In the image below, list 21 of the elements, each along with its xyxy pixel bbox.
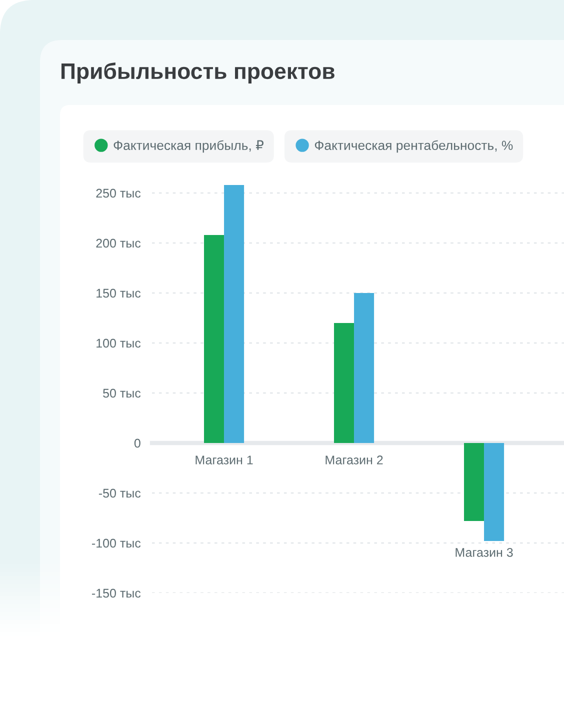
bar — [484, 443, 504, 541]
legend-label: Фактическая рентабельность, % — [314, 140, 513, 153]
y-tick-label: 0 — [134, 438, 140, 448]
legend-label: Фактическая прибыль, ₽ — [114, 140, 264, 153]
y-tick-label: 150 тыс — [96, 288, 141, 298]
bar — [224, 185, 244, 443]
chart-title: Прибыльность проектов — [61, 62, 334, 84]
y-tick-label: -100 тыс — [92, 538, 141, 548]
x-tick-label: Магазин 2 — [326, 456, 383, 464]
x-tick-label: Магазин 3 — [456, 548, 513, 557]
x-tick-label: Магазин 1 — [196, 456, 253, 464]
bar — [204, 235, 224, 443]
y-tick-label: 250 тыс — [96, 188, 141, 198]
y-tick-label: -50 тыс — [98, 488, 141, 498]
y-tick-label: -150 тыс — [92, 588, 141, 598]
y-tick-label: 50 тыс — [103, 388, 141, 398]
y-tick-label: 200 тыс — [96, 238, 141, 248]
bar — [464, 443, 484, 521]
bar — [334, 323, 354, 443]
y-tick-label: 100 тыс — [96, 338, 141, 348]
bar — [354, 293, 374, 443]
